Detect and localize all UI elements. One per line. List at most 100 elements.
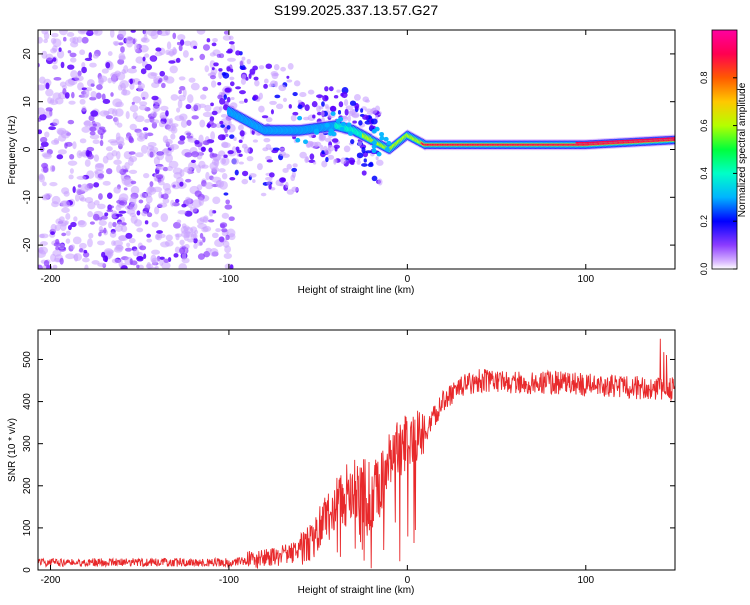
spectrogram-cell xyxy=(177,99,183,109)
spectrogram-cell xyxy=(179,247,186,255)
spectrogram-cell xyxy=(371,175,378,182)
spectrogram-cell xyxy=(263,78,269,84)
spectrogram-cell xyxy=(65,230,71,236)
spectrogram-cell xyxy=(291,186,299,193)
spectrogram-cell xyxy=(346,122,352,127)
spectrogram-cell xyxy=(63,36,67,42)
spectrogram-cell xyxy=(223,94,227,100)
spectrogram-cell xyxy=(266,181,271,186)
spectrogram-cell xyxy=(158,180,165,186)
spectrogram-cell xyxy=(172,46,177,56)
spectrogram-cell xyxy=(223,252,233,260)
spectrogram-cell xyxy=(349,100,357,106)
spectrogram-cell xyxy=(279,151,286,157)
spectrogram-cell xyxy=(258,65,265,70)
spectrogram-cell xyxy=(371,144,377,149)
snr-frame xyxy=(37,329,676,571)
spectrogram-cell xyxy=(222,34,232,41)
spectrogram-cell xyxy=(316,94,324,99)
spectrogram-cell xyxy=(103,227,107,234)
spectrogram-cell xyxy=(246,58,251,65)
spectrogram-cell xyxy=(172,184,176,188)
spectrogram-cell xyxy=(189,206,198,213)
spectrogram-cell xyxy=(295,137,301,143)
spectrogram-cell xyxy=(106,192,113,199)
spectrogram-cell xyxy=(182,88,187,98)
spectrogram-cell xyxy=(176,41,181,46)
spectrogram-cell xyxy=(70,57,77,63)
spectrogram-cell xyxy=(99,139,104,147)
snr-x-tick-label: 100 xyxy=(577,575,594,586)
snr-x-tick-label: -100 xyxy=(219,575,239,586)
spectrogram-cell xyxy=(113,159,122,165)
spectrogram-cell xyxy=(39,113,47,121)
spectrogram-cell xyxy=(178,89,182,95)
spectrogram-cell xyxy=(87,211,94,218)
spectrogram-cell xyxy=(371,140,377,145)
spectrogram-cell xyxy=(261,115,269,119)
spectrogram-cell xyxy=(69,37,77,43)
spectrogram-cell xyxy=(303,116,310,121)
spectrogram-cell xyxy=(343,99,349,106)
spectrogram-cell xyxy=(228,120,232,127)
colorbar-tick-label: 0.2 xyxy=(699,215,709,228)
snr-x-ticks: -200 -100 0 100 xyxy=(40,330,595,586)
spectrogram-cell xyxy=(333,94,339,99)
spectrogram-cell xyxy=(73,253,82,261)
spectrogram-cell xyxy=(87,238,93,248)
spectrogram-cell xyxy=(340,121,346,127)
spectrogram-cell xyxy=(89,131,96,136)
spectrogram-cell xyxy=(72,236,82,245)
spectrogram-cell xyxy=(356,152,364,159)
spectrogram-cell xyxy=(221,172,228,180)
spectrogram-cell xyxy=(134,115,145,123)
spectrogram-cell xyxy=(233,137,237,142)
spectrogram-cell xyxy=(145,263,154,269)
spectrogram-cell xyxy=(386,140,392,146)
spectrogram-cell xyxy=(370,107,378,115)
spectrogram-cell xyxy=(227,150,234,155)
spectrogram-cell xyxy=(148,185,153,194)
spectrogram-cell xyxy=(98,231,102,237)
spectrogram-cell xyxy=(168,60,176,64)
spectrogram-cell xyxy=(79,49,86,56)
spectrogram-cell xyxy=(324,86,329,92)
spectrogram-cell xyxy=(157,202,168,208)
spectrogram-cell xyxy=(191,151,200,158)
spectrogram-cell xyxy=(229,176,236,181)
spectrogram-cell xyxy=(69,168,74,174)
spectrogram-cell xyxy=(87,201,96,210)
spectrogram-cell xyxy=(179,86,186,91)
spectrogram-cell xyxy=(280,66,286,72)
spectrogram-cell xyxy=(60,61,65,69)
spectrogram-cell xyxy=(336,89,341,93)
spectrogram-cell xyxy=(273,64,280,71)
spectrogram-cell xyxy=(151,82,160,88)
spectrogram-cell xyxy=(46,265,51,269)
spectrogram-cell xyxy=(219,98,226,105)
spectrogram-cell xyxy=(223,192,229,196)
spectrogram-cell xyxy=(138,104,148,111)
snr-x-tick-label: 0 xyxy=(405,575,411,586)
spectrogram-cell xyxy=(367,162,374,168)
spectrogram-cell xyxy=(163,258,170,263)
spectrogram-cell xyxy=(166,41,172,50)
spectrogram-cell xyxy=(303,139,309,145)
spectrogram-cell xyxy=(270,109,274,115)
spectrogram-cell xyxy=(208,209,214,217)
spectrogram-cell xyxy=(88,232,94,239)
spectrogram-cell xyxy=(131,101,135,105)
spectrogram-cell xyxy=(292,91,298,97)
spectrogram-cell xyxy=(150,55,157,62)
spectrogram-cell xyxy=(65,213,71,220)
spectrogram-cell xyxy=(219,120,224,125)
spectrogram-cell xyxy=(338,101,344,108)
spectrogram-cell xyxy=(146,212,153,218)
spectrogram-cell xyxy=(151,221,159,228)
spectrogram-cell xyxy=(76,175,87,180)
snr-x-axis-label: Height of straight line (km) xyxy=(298,585,415,596)
spectrogram-cell xyxy=(209,161,219,171)
spectrogram-cell xyxy=(138,199,144,204)
spectrogram-cell xyxy=(56,154,64,160)
spectrogram-cell xyxy=(177,94,186,102)
